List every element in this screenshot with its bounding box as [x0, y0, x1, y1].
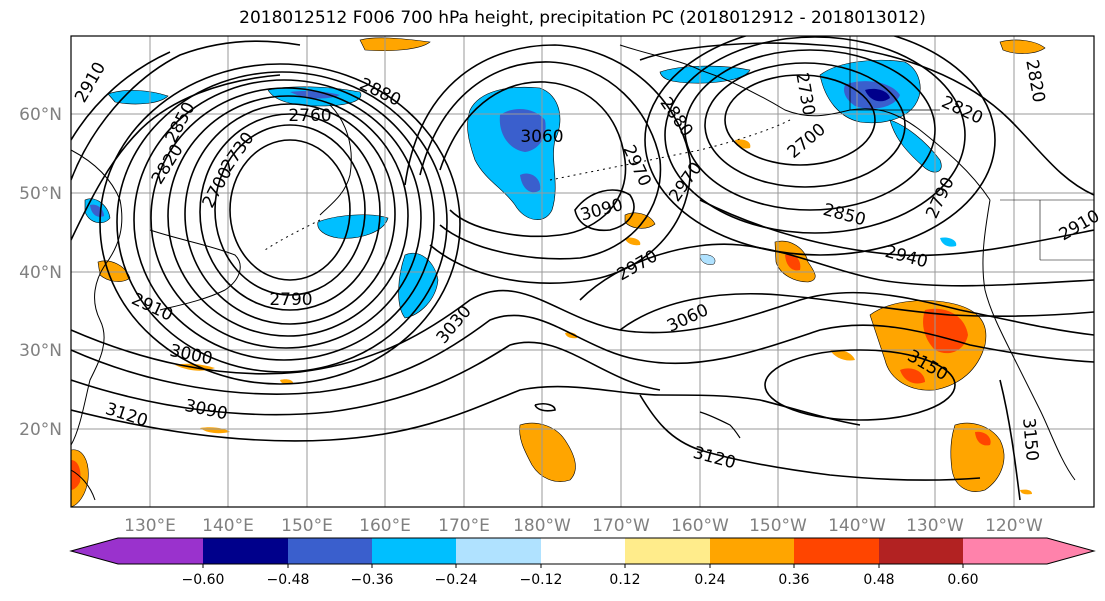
colorbar-segment — [118, 538, 203, 564]
colorbar-tick: −0.36 — [351, 572, 394, 588]
colorbar-tick: 0.48 — [863, 572, 894, 588]
lon-label: 150°W — [749, 516, 807, 536]
neg-anomaly-patch — [290, 91, 340, 99]
neg-anomaly-patch — [889, 119, 942, 173]
pos-anomaly-patch — [565, 332, 578, 339]
lat-label: 20°N — [19, 420, 62, 440]
colorbar-tick: 0.12 — [609, 572, 640, 588]
neg-anomaly-patch — [107, 90, 169, 105]
us-border — [1000, 199, 1094, 261]
lon-label: 140°W — [828, 516, 886, 536]
colorbar-tick: −0.48 — [267, 572, 310, 588]
hawaii-islands — [699, 411, 741, 439]
colorbar-segment — [541, 538, 625, 564]
philippines-coast — [71, 469, 96, 501]
lon-label: 130°E — [124, 516, 176, 536]
kamchatka-coast — [319, 104, 352, 216]
neg-anomaly-patch — [499, 108, 546, 152]
asia-coast — [71, 149, 123, 446]
lon-label: 160°W — [671, 516, 729, 536]
colorbar-segment — [879, 538, 963, 564]
colorbar-extend-low — [71, 538, 118, 564]
neg-anomaly-patch — [398, 253, 439, 319]
pos-anomaly-patch — [923, 308, 968, 354]
colorbar-tick: 0.36 — [778, 572, 809, 588]
pos-anomaly-patch — [1020, 489, 1032, 495]
pos-anomaly-patch — [950, 422, 1005, 492]
lon-label: 170°W — [592, 516, 650, 536]
height-contours — [71, 36, 1094, 501]
colorbar-tick: 0.60 — [947, 572, 978, 588]
alaska-coast — [619, 44, 991, 201]
coastlines — [71, 36, 1094, 501]
north-america-coast — [982, 199, 1076, 481]
pos-anomaly-patch — [625, 237, 641, 246]
latitude-labels: 60°N 50°N 40°N 30°N 20°N — [19, 105, 62, 440]
colorbar-tick: 0.24 — [694, 572, 725, 588]
lon-label: 180°W — [513, 516, 571, 536]
pos-anomaly-patch — [900, 368, 925, 384]
lon-label: 120°W — [985, 516, 1043, 536]
lon-label: 160°E — [359, 516, 411, 536]
colorbar-tick: −0.60 — [182, 572, 225, 588]
pos-anomaly-patch — [71, 460, 81, 490]
colorbar-segment — [625, 538, 710, 564]
contour-label: 3060 — [520, 127, 563, 147]
neg-anomaly-patch — [699, 254, 716, 265]
lat-label: 40°N — [19, 263, 62, 283]
map-title: 2018012512 F006 700 hPa height, precipit… — [239, 8, 926, 28]
colorbar-segment — [456, 538, 541, 564]
pos-anomaly-patch — [519, 422, 576, 482]
lon-label: 170°E — [438, 516, 490, 536]
contour-label: 2760 — [288, 106, 331, 126]
lat-label: 60°N — [19, 105, 62, 125]
lon-label: 150°E — [281, 516, 333, 536]
colorbar-segment — [963, 538, 1047, 564]
colorbar-segment — [710, 538, 794, 564]
pos-anomaly-patch — [975, 431, 991, 446]
colorbar-outline — [69, 537, 1096, 565]
colorbar-tick: −0.24 — [435, 572, 478, 588]
japan-coast — [149, 229, 241, 311]
lon-label: 140°E — [202, 516, 254, 536]
colorbar-segment — [372, 538, 456, 564]
neg-anomaly-patch — [865, 88, 890, 102]
colorbar-segment — [794, 538, 879, 564]
lat-label: 30°N — [19, 341, 62, 361]
pos-anomaly-patch — [785, 254, 801, 271]
contour-label: 3150 — [1018, 417, 1042, 462]
pos-anomaly-patch — [830, 349, 855, 361]
colorbar-segment — [203, 538, 288, 564]
longitude-labels: 130°E 140°E 150°E 160°E 170°E 180°W 170°… — [124, 516, 1043, 536]
lon-label: 130°W — [906, 516, 964, 536]
colorbar-tick: −0.12 — [520, 572, 563, 588]
pos-anomaly-patch — [359, 37, 431, 52]
colorbar: −0.60 −0.48 −0.36 −0.24 −0.12 0.12 0.24 … — [69, 537, 1096, 588]
graticule — [71, 36, 1094, 507]
neg-anomaly-patch — [940, 237, 957, 247]
contour-label: 2790 — [269, 290, 312, 310]
lat-label: 50°N — [19, 184, 62, 204]
colorbar-segment — [288, 538, 372, 564]
pos-anomaly-patch — [999, 39, 1046, 54]
neg-anomaly-patch — [520, 173, 541, 193]
plot-border — [70, 35, 1095, 508]
colorbar-extend-high — [1047, 538, 1094, 564]
